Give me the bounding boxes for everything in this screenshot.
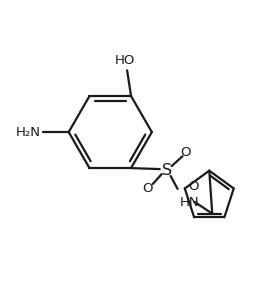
Text: HO: HO: [115, 54, 135, 67]
Text: O: O: [189, 180, 199, 193]
Text: H₂N: H₂N: [16, 125, 41, 138]
Text: O: O: [180, 146, 191, 159]
Text: HN: HN: [179, 196, 199, 209]
Text: S: S: [162, 163, 172, 178]
Text: O: O: [143, 182, 153, 195]
